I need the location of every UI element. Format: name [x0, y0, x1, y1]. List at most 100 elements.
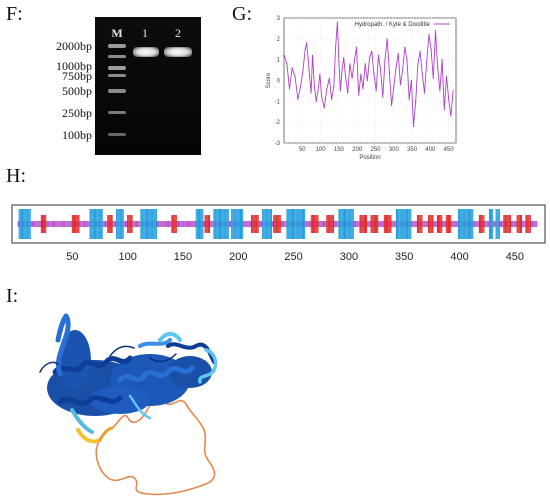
x-tick-label: 250	[370, 147, 381, 153]
coil-residue	[378, 221, 380, 227]
strand-residue	[107, 215, 109, 233]
coil-residue	[368, 221, 370, 227]
helix-residue	[151, 209, 153, 239]
helix-ribbon	[117, 365, 195, 383]
data-point	[437, 67, 439, 69]
data-point	[388, 71, 390, 73]
coil-residue	[162, 221, 164, 227]
helix-residue	[242, 209, 244, 239]
x-tick-label: 400	[450, 251, 468, 263]
data-point	[311, 54, 314, 57]
strand-residue	[387, 215, 389, 233]
coil-residue	[320, 221, 322, 227]
coil-residue	[484, 221, 486, 227]
coil-residue	[55, 221, 57, 227]
helix-residue	[346, 209, 348, 239]
helix-residue	[265, 209, 267, 239]
helix-residue	[300, 209, 302, 239]
coil-residue	[103, 221, 105, 227]
helix-residue	[195, 209, 197, 239]
data-point	[366, 79, 369, 82]
panel-label-g: G:	[232, 3, 252, 25]
data-point	[338, 61, 340, 63]
coil-residue	[134, 221, 136, 227]
coil-residue	[334, 221, 335, 227]
strand-residue	[441, 215, 443, 233]
coil-residue	[512, 221, 514, 227]
helix-residue	[233, 209, 235, 239]
coil-residue	[485, 221, 487, 227]
strand-residue	[130, 215, 132, 233]
coil-residue	[35, 221, 37, 227]
coil-residue	[68, 221, 70, 227]
helix-residue	[218, 209, 220, 239]
coil-residue	[308, 221, 310, 227]
coil-residue	[164, 221, 166, 227]
helix-residue	[91, 209, 93, 239]
data-point	[335, 46, 337, 48]
helix-residue	[120, 209, 122, 239]
coil-residue	[137, 221, 139, 227]
data-point	[328, 77, 330, 80]
coil-residue	[138, 221, 140, 227]
helix-residue	[19, 209, 21, 239]
strand-residue	[311, 215, 313, 233]
coil-residue	[33, 221, 35, 227]
helix-residue	[398, 209, 400, 239]
helix-residue	[23, 209, 25, 239]
strand-residue	[255, 215, 257, 233]
helix-residue	[342, 209, 344, 239]
helix-ribbon	[57, 395, 123, 406]
strand-residue	[428, 215, 430, 233]
helix-residue	[148, 209, 150, 239]
coil-residue	[163, 221, 165, 227]
coil-residue	[535, 221, 537, 227]
data-point	[373, 73, 375, 75]
strand-residue	[372, 215, 374, 233]
coil-residue	[84, 221, 85, 227]
data-point	[386, 38, 388, 40]
marker-label-750bp: 750bp	[62, 69, 92, 83]
coil-residue	[501, 221, 503, 227]
strand-residue	[131, 215, 133, 233]
coil-residue	[228, 221, 230, 227]
y-tick-label: -3	[275, 141, 281, 147]
strand-residue	[108, 215, 110, 233]
coil-residue	[82, 221, 84, 227]
coil-residue	[413, 221, 415, 227]
strand-residue	[483, 215, 485, 233]
helix-residue	[488, 209, 490, 239]
coil-residue	[261, 221, 262, 227]
helix-residue	[239, 209, 241, 239]
strand-residue	[359, 215, 361, 233]
coil-residue	[534, 221, 536, 227]
data-point	[306, 42, 308, 44]
helix-residue	[241, 209, 243, 239]
coil-residue	[63, 221, 64, 227]
helix-residue	[234, 209, 236, 239]
strand-residue	[417, 215, 419, 233]
helix-residue	[460, 209, 462, 239]
coil-residue	[514, 221, 516, 227]
helix-residue	[399, 209, 401, 239]
coil-residue	[424, 221, 426, 227]
strand-residue	[174, 215, 176, 233]
coil-residue	[475, 221, 477, 227]
strand-residue	[445, 215, 447, 233]
helix-residue	[297, 209, 299, 239]
coil-residue	[323, 221, 324, 227]
helix-residue	[287, 209, 289, 239]
coil-residue	[486, 221, 488, 227]
coil-residue	[324, 221, 326, 227]
helix-residue	[457, 209, 459, 239]
strand-residue	[525, 215, 527, 233]
helix-residue	[232, 209, 234, 239]
sheet-ribbon	[55, 313, 71, 377]
coil-residue	[169, 221, 171, 227]
strand-residue	[78, 215, 80, 233]
data-point	[313, 86, 315, 88]
marker-label-250bp: 250bp	[62, 106, 92, 120]
helix-residue	[263, 209, 265, 239]
strand-residue	[109, 215, 111, 233]
data-point	[310, 92, 312, 94]
